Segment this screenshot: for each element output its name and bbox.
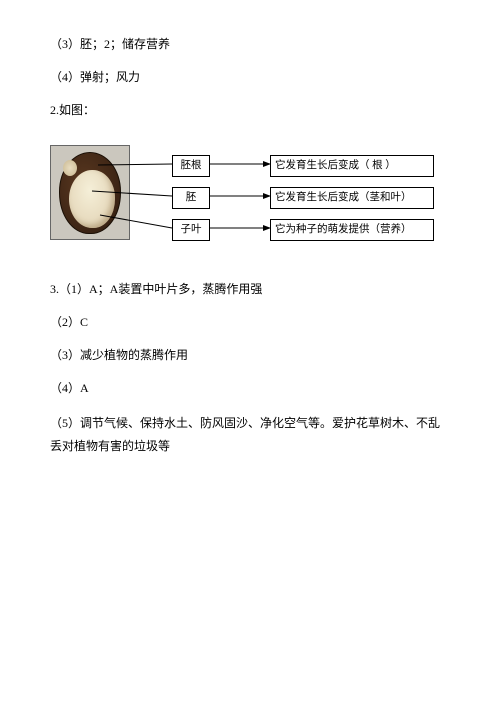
label-box-0: 胚根	[172, 155, 210, 178]
seed-diagram: 胚根胚子叶 它发育生长后变成（ 根 ） 它发育生长后变成（茎和叶） 它为种子的萌发提供…	[50, 135, 450, 260]
label-box-2: 子叶	[172, 219, 210, 242]
item3-5: （5）调节气候、保持水土、防风固沙、净化空气等。爱护花草树木、不乱丢对植物有害的…	[50, 412, 450, 458]
seed-image	[50, 145, 130, 240]
seed-bg	[50, 145, 130, 240]
seed-embryo-notch	[63, 160, 77, 176]
label-box-1: 胚	[172, 187, 210, 210]
desc-box-2: 它为种子的萌发提供（营养）	[270, 219, 434, 242]
answer-1-4: （4）弹射；风力	[50, 68, 450, 87]
item3-3: （3）减少植物的蒸腾作用	[50, 346, 450, 365]
item3-1: 3.（1）A；A装置中叶片多，蒸腾作用强	[50, 280, 450, 299]
item3-2: （2）C	[50, 313, 450, 332]
desc-box-1: 它发育生长后变成（茎和叶）	[270, 187, 434, 210]
answer-1-3: （3）胚；2；储存营养	[50, 35, 450, 54]
item3-4: （4）A	[50, 379, 450, 398]
item2-intro: 2.如图：	[50, 101, 450, 120]
seed-cotyledon	[69, 170, 115, 228]
desc-box-0: 它发育生长后变成（ 根 ）	[270, 155, 434, 178]
